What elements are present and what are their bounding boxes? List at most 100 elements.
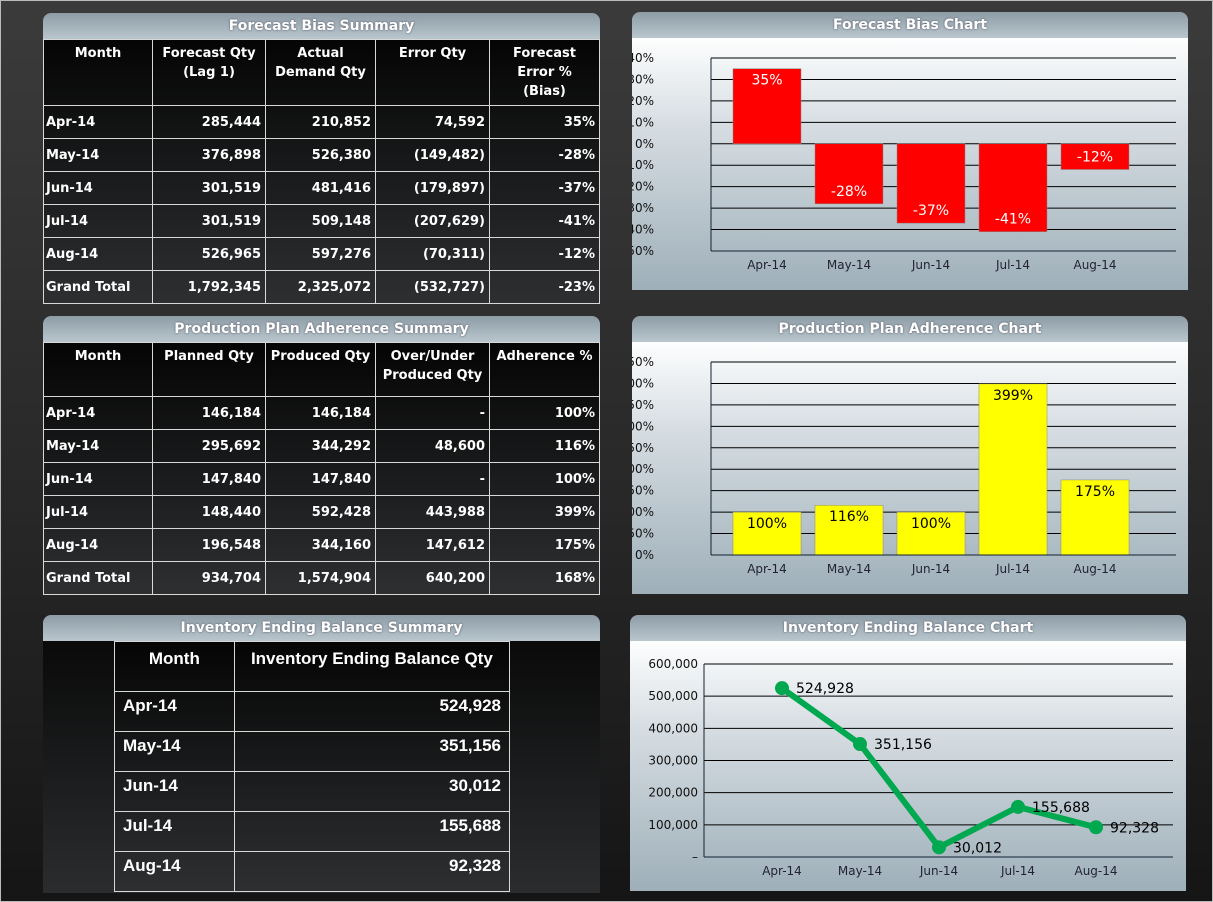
column-header: Error Qty <box>375 39 490 106</box>
value-cell: 399% <box>489 495 600 529</box>
x-tick-label: May-14 <box>827 562 871 576</box>
panel-title: Inventory Ending Balance Chart <box>630 615 1186 641</box>
month-cell: Aug-14 <box>43 237 153 271</box>
month-cell: May-14 <box>43 429 153 463</box>
value-cell: 116% <box>489 429 600 463</box>
value-cell: 100% <box>489 462 600 496</box>
month-cell: Jun-14 <box>43 171 153 205</box>
value-cell: 147,840 <box>265 462 376 496</box>
y-tick-label: 100% <box>632 505 654 519</box>
value-cell: 597,276 <box>265 237 376 271</box>
data-point <box>932 840 946 855</box>
month-cell: Apr-14 <box>114 691 235 732</box>
y-tick-label: 450% <box>632 355 654 369</box>
y-tick-label: 300% <box>632 419 654 433</box>
value-cell: 175% <box>489 528 600 562</box>
value-cell: 509,148 <box>265 204 376 238</box>
value-cell: -28% <box>489 138 600 172</box>
data-label: 399% <box>993 388 1033 404</box>
data-label: 30,012 <box>953 840 1002 856</box>
month-cell: Aug-14 <box>43 528 153 562</box>
column-header: Forecast Error % (Bias) <box>489 39 600 106</box>
production-adherence-chart-panel: Production Plan Adherence Chart 450% 400%… <box>620 316 1188 594</box>
value-cell: 285,444 <box>152 105 266 139</box>
data-label: 524,928 <box>796 681 854 697</box>
y-tick-label: 250% <box>632 441 654 455</box>
value-cell: 48,600 <box>375 429 490 463</box>
bar <box>896 143 966 224</box>
value-cell: 2,325,072 <box>265 270 376 304</box>
table-row: Jun-14 30,012 <box>114 771 511 812</box>
value-cell: 155,688 <box>233 811 511 852</box>
value-cell: 74,592 <box>375 105 490 139</box>
y-tick-label: 100,000 <box>648 818 698 832</box>
column-header: Month <box>114 641 235 692</box>
bar <box>1060 479 1130 556</box>
data-label: 155,688 <box>1032 800 1090 816</box>
value-cell: 147,612 <box>375 528 490 562</box>
y-tick-label: 200,000 <box>648 786 698 800</box>
table-row: Grand Total 934,704 1,574,904 640,200 168% <box>43 561 600 595</box>
y-tick-label: – <box>692 850 698 864</box>
production-adherence-chart: 450% 400% 350% 300% 250% 200% 150% 100% 50% 0% Apr… <box>620 355 1176 576</box>
value-cell: 92,328 <box>233 851 511 892</box>
x-tick-label: Apr-14 <box>747 258 787 272</box>
data-label: 100% <box>911 516 951 532</box>
value-cell: 168% <box>489 561 600 595</box>
bar <box>896 511 966 556</box>
month-cell: Grand Total <box>43 561 153 595</box>
x-tick-label: Jul-14 <box>995 562 1030 576</box>
value-cell: 196,548 <box>152 528 266 562</box>
data-label: 100% <box>747 516 787 532</box>
x-tick-label: Jun-14 <box>919 864 958 878</box>
table-row: Apr-14 285,444 210,852 74,592 35% <box>43 105 600 139</box>
month-cell: Apr-14 <box>43 105 153 139</box>
column-header: Forecast Qty (Lag 1) <box>152 39 266 106</box>
column-header: Inventory Ending Balance Qty <box>233 641 511 692</box>
value-cell: 640,200 <box>375 561 490 595</box>
value-cell: (149,482) <box>375 138 490 172</box>
table-row: Jul-14 155,688 <box>114 811 511 852</box>
y-tick-label: 40% <box>632 51 654 65</box>
data-label: 35% <box>751 73 782 89</box>
x-tick-label: Jun-14 <box>911 562 950 576</box>
y-tick-label: 30% <box>632 72 654 86</box>
table-row: May-14 351,156 <box>114 731 511 772</box>
month-cell: May-14 <box>43 138 153 172</box>
value-cell: -41% <box>489 204 600 238</box>
value-cell: 526,380 <box>265 138 376 172</box>
y-tick-label: 50% <box>632 527 654 541</box>
value-cell: 100% <box>489 396 600 430</box>
table-row: Apr-14 524,928 <box>114 691 511 732</box>
x-tick-label: Jul-14 <box>995 258 1030 272</box>
data-label: -37% <box>913 203 949 219</box>
y-tick-label: -30% <box>632 201 654 215</box>
y-tick-label: -50% <box>632 244 654 258</box>
data-label: 351,156 <box>874 737 932 753</box>
value-cell: 301,519 <box>152 204 266 238</box>
forecast-bias-chart: 40% 30% 20% 10% 0% -10% -20% -30% -40% -50% Apr-14… <box>623 51 1176 272</box>
value-cell: 1,792,345 <box>152 270 266 304</box>
column-header: Adherence % <box>489 342 600 397</box>
column-header: Over/Under Produced Qty <box>375 342 490 397</box>
value-cell: 592,428 <box>265 495 376 529</box>
y-tick-label: 350% <box>632 398 654 412</box>
data-label: 92,328 <box>1110 820 1159 836</box>
y-tick-label: -20% <box>632 180 654 194</box>
value-cell: (532,727) <box>375 270 490 304</box>
value-cell: 443,988 <box>375 495 490 529</box>
panel-title: Inventory Ending Balance Summary <box>43 615 600 641</box>
x-tick-label: Aug-14 <box>1074 864 1117 878</box>
column-header: Produced Qty <box>265 342 376 397</box>
value-cell: 295,692 <box>152 429 266 463</box>
x-tick-label: Apr-14 <box>747 562 787 576</box>
value-cell: -12% <box>489 237 600 271</box>
forecast-bias-chart-panel: Forecast Bias Chart 40% 30% 20% 10% 0% -10% -2… <box>623 12 1188 290</box>
data-label: 116% <box>829 509 869 525</box>
inventory-chart-panel: Inventory Ending Balance Chart 600,000 50… <box>630 615 1186 891</box>
table-row: Aug-14 526,965 597,276 (70,311) -12% <box>43 237 600 271</box>
value-cell: 344,292 <box>265 429 376 463</box>
value-cell: -37% <box>489 171 600 205</box>
data-label: -12% <box>1077 150 1113 166</box>
value-cell: 30,012 <box>233 771 511 812</box>
